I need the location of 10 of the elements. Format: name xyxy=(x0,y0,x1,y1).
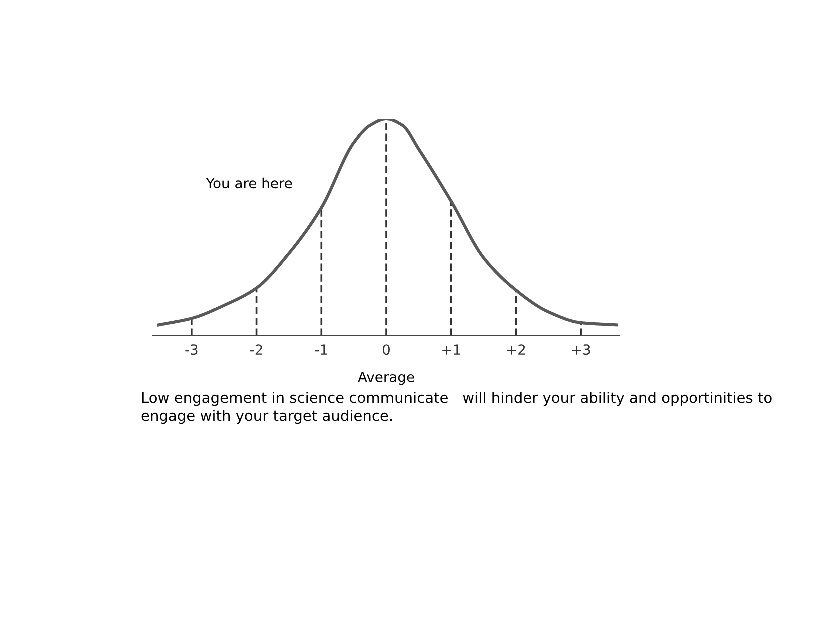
annotation: You are here xyxy=(206,178,292,189)
x-tick-label: -1 xyxy=(315,344,328,355)
x-tick-label: -2 xyxy=(250,344,262,355)
x-tick-label: 0 xyxy=(382,344,390,356)
x-tick-label: +3 xyxy=(572,344,590,356)
text: Low engagement in science communicate will hinder your ability and opportinities to engage with your target audience. xyxy=(142,392,772,424)
x-tick-label: +2 xyxy=(507,344,526,355)
x-axis-title: Average xyxy=(358,372,414,386)
x-tick-label: +1 xyxy=(442,344,460,355)
x-tick-label: -3 xyxy=(186,344,198,356)
